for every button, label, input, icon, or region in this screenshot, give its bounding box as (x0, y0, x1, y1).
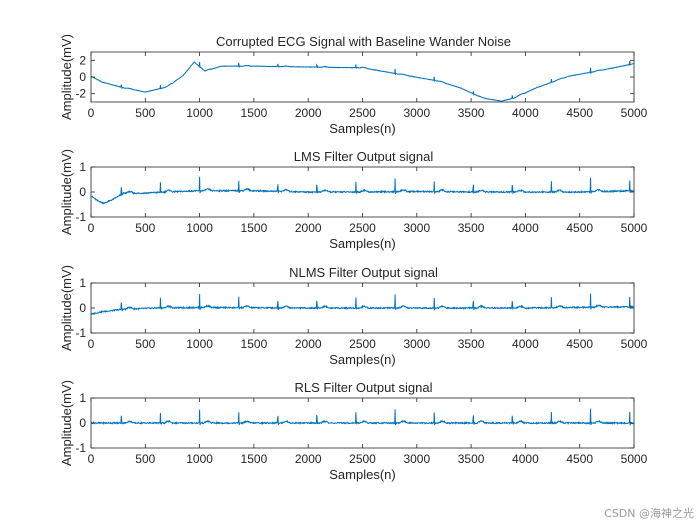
x-tick-label: 1500 (241, 452, 268, 466)
subplot-4: 0 500 1000 1500 2000 2500 3000 3500 4000 4500 5000… (59, 380, 648, 482)
x-tick-label: 4000 (512, 337, 539, 351)
chart-title: NLMS Filter Output signal (289, 265, 438, 280)
subplot-3: 0 500 1000 1500 2000 2500 3000 3500 4000 4500 5000… (59, 265, 648, 367)
x-tick-label: 1000 (186, 106, 213, 120)
y-axis-label: Amplitude(mV) (59, 149, 74, 235)
y-tick-label: 1 (79, 391, 86, 405)
y-tick-label: 0 (79, 301, 86, 315)
x-tick-label: 5000 (621, 452, 648, 466)
x-tick-label: 0 (88, 452, 95, 466)
x-tick-label: 3000 (403, 337, 430, 351)
x-tick-label: 3000 (403, 106, 430, 120)
x-tick-label: 4000 (512, 452, 539, 466)
y-tick-label: 0 (79, 70, 86, 84)
x-axis-label: Samples(n) (329, 236, 395, 251)
x-tick-label: 2000 (295, 452, 322, 466)
x-tick-label: 1000 (186, 221, 213, 235)
x-tick-label: 2000 (295, 106, 322, 120)
x-tick-label: 0 (88, 106, 95, 120)
x-tick-label: 5000 (621, 106, 648, 120)
x-tick-label: 500 (135, 106, 155, 120)
x-tick-label: 2000 (295, 337, 322, 351)
x-tick-label: 5000 (621, 221, 648, 235)
x-tick-label: 4500 (566, 106, 593, 120)
x-tick-label: 0 (88, 337, 95, 351)
x-tick-label: 1000 (186, 452, 213, 466)
x-tick-label: 1500 (241, 221, 268, 235)
x-tick-label: 2500 (349, 106, 376, 120)
signal-line (90, 293, 635, 316)
y-axis-label: Amplitude(mV) (59, 34, 74, 120)
x-tick-label: 4000 (512, 221, 539, 235)
y-tick-label: -1 (75, 210, 86, 224)
x-tick-label: 1500 (241, 106, 268, 120)
y-tick-label: 0 (79, 185, 86, 199)
x-tick-label: 2000 (295, 221, 322, 235)
x-tick-label: 4500 (566, 221, 593, 235)
x-tick-label: 500 (135, 452, 155, 466)
y-axis-label: Amplitude(mV) (59, 265, 74, 351)
x-tick-label: 4500 (566, 452, 593, 466)
y-tick-label: 1 (79, 160, 86, 174)
x-tick-label: 3000 (403, 452, 430, 466)
y-axis-label: Amplitude(mV) (59, 380, 74, 466)
axes-box (90, 51, 635, 103)
y-tick-label: 2 (79, 53, 86, 67)
x-tick-label: 3000 (403, 221, 430, 235)
subplot-1: 0 500 1000 1500 2000 2500 3000 3500 4000 4500 5000… (59, 34, 648, 136)
chart-title: LMS Filter Output signal (294, 149, 434, 164)
x-tick-label: 0 (88, 221, 95, 235)
x-tick-label: 4000 (512, 106, 539, 120)
x-tick-label: 500 (135, 337, 155, 351)
y-tick-label: 1 (79, 276, 86, 290)
signal-line (90, 60, 635, 102)
x-tick-label: 2500 (349, 337, 376, 351)
x-tick-label: 3500 (458, 337, 485, 351)
x-axis-label: Samples(n) (329, 467, 395, 482)
y-tick-label: -2 (75, 87, 86, 101)
watermark: CSDN @海神之光 (604, 507, 694, 520)
x-tick-label: 1000 (186, 337, 213, 351)
subplot-2: 0 500 1000 1500 2000 2500 3000 3500 4000 4500 5000… (59, 149, 648, 251)
x-tick-label: 3500 (458, 106, 485, 120)
y-tick-label: 0 (79, 416, 86, 430)
x-tick-label: 500 (135, 221, 155, 235)
chart-title: Corrupted ECG Signal with Baseline Wande… (216, 34, 511, 49)
x-tick-label: 4500 (566, 337, 593, 351)
x-tick-label: 5000 (621, 337, 648, 351)
x-tick-label: 3500 (458, 452, 485, 466)
chart-title: RLS Filter Output signal (294, 380, 432, 395)
x-axis-label: Samples(n) (329, 121, 395, 136)
y-tick-label: -1 (75, 441, 86, 455)
y-tick-label: -1 (75, 326, 86, 340)
x-tick-label: 3500 (458, 221, 485, 235)
x-tick-label: 2500 (349, 452, 376, 466)
x-tick-label: 2500 (349, 221, 376, 235)
signal-line (90, 408, 635, 426)
signal-line (90, 176, 635, 205)
x-axis-label: Samples(n) (329, 352, 395, 367)
x-tick-label: 1500 (241, 337, 268, 351)
